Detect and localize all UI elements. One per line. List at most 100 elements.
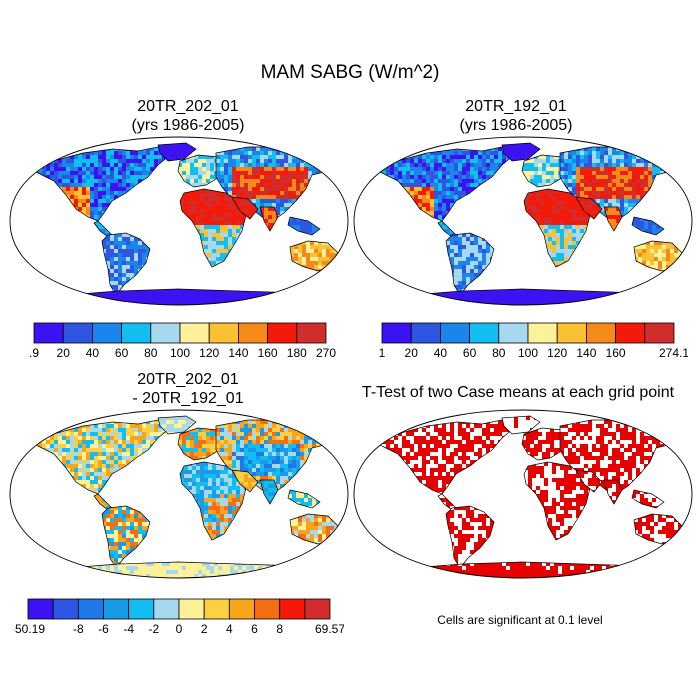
grid-cell	[548, 217, 552, 221]
grid-cell	[202, 171, 206, 175]
grid-cell	[636, 155, 640, 159]
grid-cell	[106, 195, 110, 199]
grid-cell	[390, 151, 394, 155]
grid-cell	[542, 155, 546, 159]
grid-cell	[596, 199, 600, 203]
grid-cell	[90, 297, 94, 301]
grid-cell	[450, 179, 454, 183]
grid-cell	[122, 241, 126, 245]
grid-cell	[656, 171, 660, 175]
grid-cell	[612, 195, 616, 199]
grid-cell	[62, 151, 66, 155]
grid-cell	[252, 151, 256, 155]
grid-cell	[220, 213, 224, 217]
grid-cell	[256, 151, 260, 155]
grid-cell	[74, 155, 78, 159]
grid-cell	[482, 241, 486, 245]
grid-cell	[442, 199, 446, 203]
grid-cell	[336, 163, 338, 167]
grid-cell	[210, 293, 214, 297]
grid-cell	[652, 163, 656, 167]
grid-cell	[466, 269, 470, 273]
grid-cell	[418, 163, 422, 167]
grid-cell	[158, 147, 162, 151]
grid-cell	[638, 249, 642, 253]
grid-cell	[184, 205, 188, 209]
grid-cell	[576, 217, 580, 221]
grid-cell	[430, 187, 434, 191]
grid-cell	[586, 297, 590, 301]
grid-cell	[546, 175, 550, 179]
grid-cell	[218, 297, 222, 301]
grid-cell	[600, 171, 604, 175]
grid-cell	[34, 428, 38, 432]
grid-cell	[224, 197, 228, 201]
grid-cell	[474, 257, 478, 261]
grid-cell	[624, 203, 628, 207]
grid-cell	[130, 167, 134, 171]
grid-cell	[240, 191, 244, 195]
grid-cell	[414, 199, 418, 203]
grid-cell	[308, 221, 312, 225]
grid-cell	[564, 213, 568, 217]
grid-cell	[58, 175, 62, 179]
grid-cell	[110, 265, 114, 269]
grid-cell	[610, 301, 614, 305]
grid-cell	[228, 171, 232, 175]
grid-cell	[240, 201, 244, 205]
grid-cell	[134, 159, 138, 163]
grid-cell	[462, 241, 466, 245]
grid-cell	[42, 444, 46, 448]
grid-cell	[398, 159, 402, 163]
grid-cell	[298, 297, 302, 301]
grid-cell	[86, 301, 90, 305]
grid-cell	[114, 155, 118, 159]
grid-cell	[576, 167, 580, 171]
grid-cell	[616, 211, 620, 215]
grid-cell	[584, 175, 588, 179]
grid-cell	[612, 183, 616, 187]
grid-cell	[332, 171, 336, 175]
grid-cell	[538, 147, 540, 151]
grid-cell	[194, 155, 198, 159]
grid-cell	[316, 171, 320, 175]
grid-cell	[474, 241, 478, 245]
grid-cell	[590, 293, 594, 297]
grid-cell	[664, 167, 668, 171]
grid-cell	[114, 163, 118, 167]
grid-cell	[286, 289, 290, 293]
grid-cell	[660, 155, 664, 159]
grid-cell	[58, 171, 62, 175]
grid-cell	[640, 183, 644, 187]
grid-cell	[70, 297, 74, 301]
grid-cell	[482, 289, 486, 293]
grid-cell	[38, 428, 42, 432]
grid-cell	[276, 195, 280, 199]
grid-cell	[526, 293, 530, 297]
grid-cell	[438, 211, 442, 215]
grid-cell	[236, 155, 240, 159]
grid-cell	[478, 253, 482, 257]
grid-cell	[628, 199, 632, 203]
grid-cell	[38, 155, 42, 159]
grid-cell	[418, 297, 422, 301]
grid-cell	[636, 225, 640, 229]
grid-cell	[450, 249, 454, 253]
grid-cell	[220, 249, 224, 253]
grid-cell	[224, 249, 228, 253]
grid-cell	[206, 179, 210, 183]
grid-cell	[438, 207, 442, 211]
grid-cell	[624, 171, 628, 175]
grid-cell	[608, 171, 612, 175]
grid-cell	[562, 293, 566, 297]
grid-cell	[466, 171, 470, 175]
grid-cell	[220, 201, 224, 205]
grid-cell	[82, 179, 86, 183]
grid-cell	[324, 159, 328, 163]
grid-cell	[174, 143, 178, 147]
grid-cell	[624, 195, 628, 199]
grid-cell	[248, 217, 252, 219]
grid-cell	[652, 171, 656, 175]
grid-cell	[178, 163, 182, 167]
grid-cell	[442, 163, 446, 167]
